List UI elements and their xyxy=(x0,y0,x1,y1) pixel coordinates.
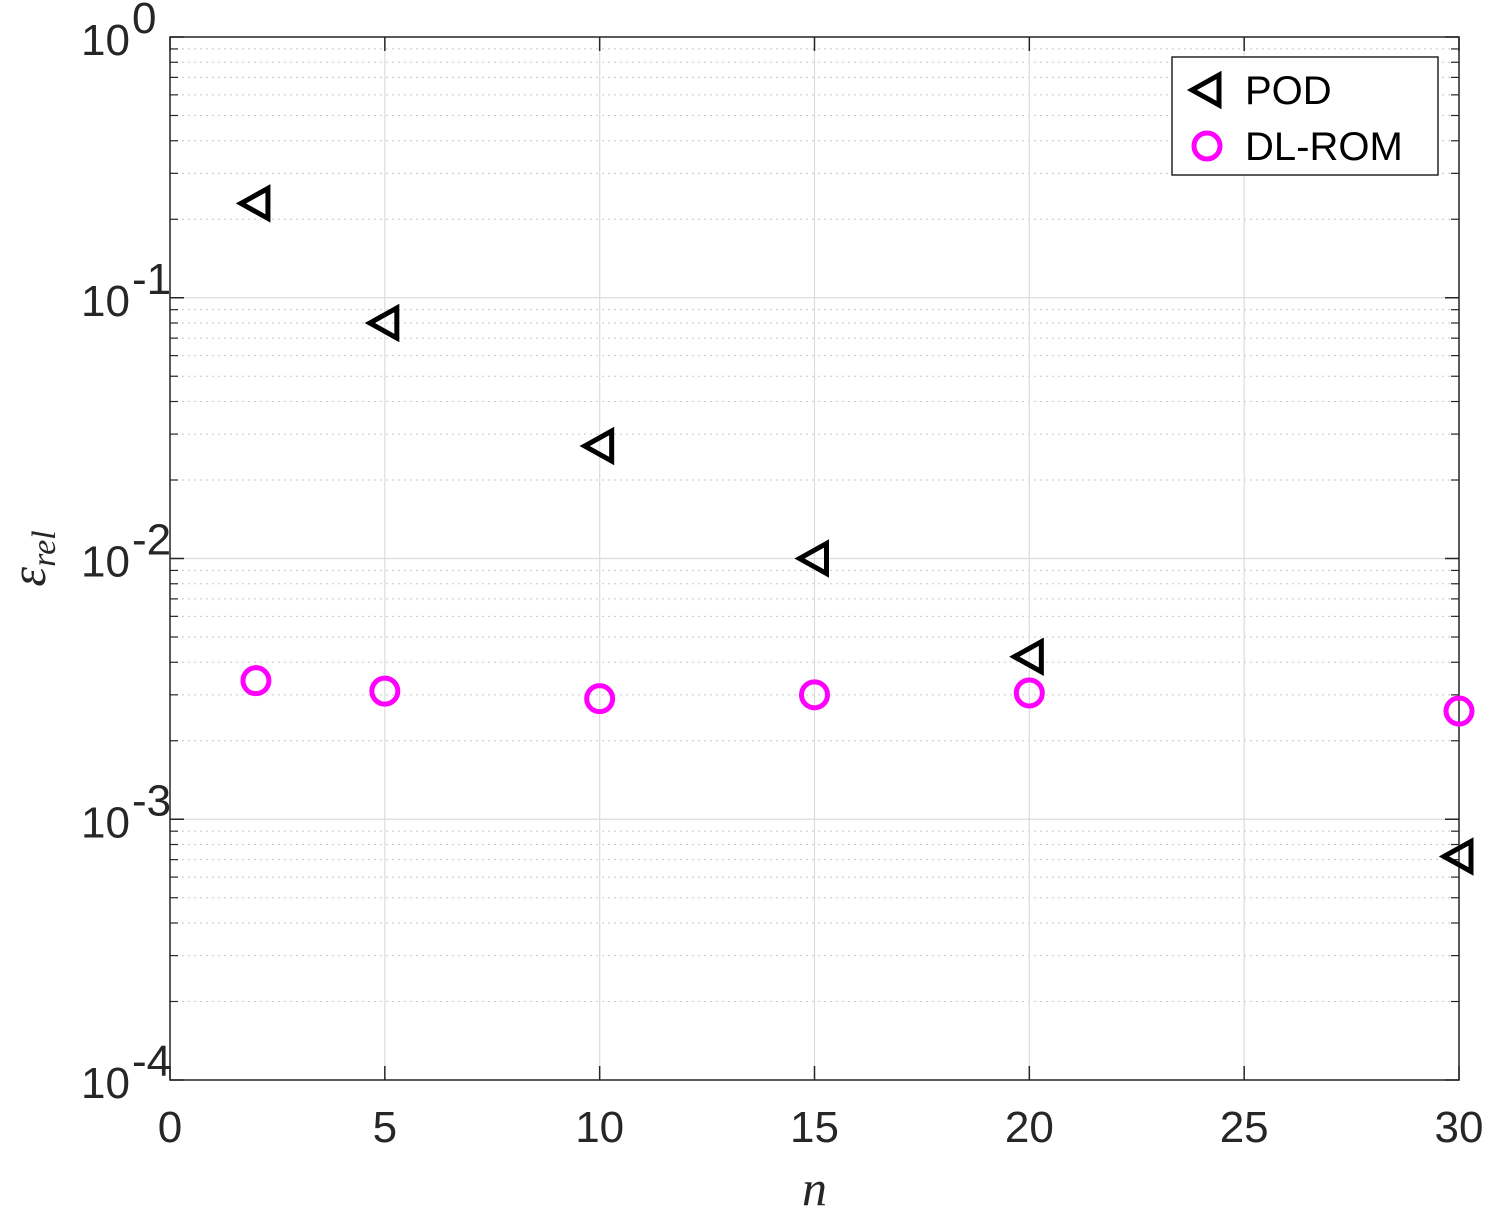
y-tick-label-exponent: -1 xyxy=(132,255,171,304)
legend-pod-label: POD xyxy=(1245,69,1332,113)
y-tick-label: 10 xyxy=(81,277,130,326)
pod-point xyxy=(1438,837,1474,876)
dl-rom-point xyxy=(1443,695,1475,727)
y-tick-label: 10 xyxy=(81,16,130,65)
dl-rom-point xyxy=(240,665,272,697)
pod-point xyxy=(579,426,615,466)
x-tick-label: 25 xyxy=(1220,1103,1269,1152)
x-tick-labels: 0 5 10 15 20 25 30 xyxy=(158,1103,1484,1152)
y-tick-label-base: 10 xyxy=(81,277,130,326)
y-tick-label-exponent: -3 xyxy=(132,776,171,825)
y-tick-label: 10 xyxy=(81,798,130,847)
y-tick-label-exponent: -4 xyxy=(132,1037,171,1086)
legend: POD DL-ROM xyxy=(1171,56,1439,176)
x-tick-label: 30 xyxy=(1435,1103,1484,1152)
pod-point xyxy=(1009,637,1044,676)
dl-rom-point xyxy=(1013,677,1045,709)
x-tick-label: 20 xyxy=(1005,1103,1054,1152)
y-tick-label-base: 10 xyxy=(81,798,130,847)
legend-pod-marker xyxy=(1186,70,1222,110)
pod-point xyxy=(794,539,829,578)
dl-rom-point xyxy=(584,683,616,715)
y-axis-label: εrel xyxy=(0,530,63,586)
dl-rom-point xyxy=(369,675,401,707)
x-tick-label: 10 xyxy=(575,1103,624,1152)
pod-point xyxy=(235,184,271,223)
y-tick-label-exponent: 0 xyxy=(132,0,156,43)
x-axis-label: n xyxy=(802,1160,827,1216)
y-axis-label-subscript: rel xyxy=(26,530,63,567)
y-tick-label-exponent: -2 xyxy=(132,516,171,565)
x-tick-label: 0 xyxy=(158,1103,182,1152)
y-tick-label-base: 10 xyxy=(81,16,130,65)
y-axis-label-base: ε xyxy=(0,567,56,587)
legend-dl-rom-marker xyxy=(1191,130,1223,162)
data-markers xyxy=(235,184,1475,876)
dl-rom-point xyxy=(799,679,830,711)
y-tick-label: 10 xyxy=(81,1059,130,1108)
major-grid xyxy=(169,36,1460,1081)
pod-point xyxy=(364,303,400,343)
x-tick-label: 15 xyxy=(790,1103,839,1152)
x-tick-label: 5 xyxy=(373,1103,397,1152)
y-tick-label-base: 10 xyxy=(81,538,130,587)
legend-dl-rom-label: DL-ROM xyxy=(1245,125,1403,169)
axis-ticks xyxy=(169,36,1460,1081)
y-tick-label: 10 xyxy=(81,538,130,587)
y-tick-label-base: 10 xyxy=(81,1059,130,1108)
